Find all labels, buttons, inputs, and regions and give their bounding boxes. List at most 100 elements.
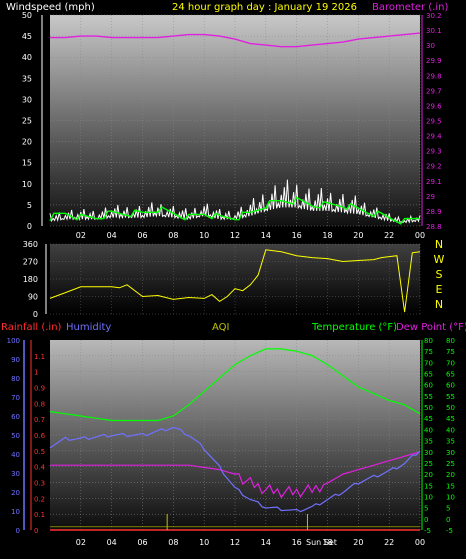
y-tick-label: 0: [27, 222, 32, 231]
x-tick-label: 02: [76, 538, 86, 547]
temp-tick-label: 35: [424, 438, 433, 446]
y2-tick-label: 29.1: [426, 178, 442, 186]
temp-panel-bg: [50, 340, 420, 530]
y2-tick-label: 29.7: [426, 87, 442, 95]
x-tick-label: 12: [230, 538, 240, 547]
temp-tick-label: 55: [424, 393, 433, 401]
rain-tick-label: 0.6: [34, 432, 46, 440]
y-tick-label: 10: [22, 180, 32, 189]
rain-tick-label: 0.4: [34, 464, 46, 472]
temp-tick-label: 75: [424, 348, 433, 356]
humidity-title: Humidity: [66, 322, 111, 333]
dew-tick-label: 20: [446, 471, 455, 479]
temp-tick-label: 20: [424, 471, 433, 479]
y-tick-label: 360: [23, 240, 38, 249]
y-tick-label: 0: [33, 310, 38, 319]
y2-tick-label: 29: [426, 193, 435, 201]
y-tick-label: 30: [22, 95, 32, 104]
x-tick-label: 20: [353, 538, 363, 547]
compass-label-n: N: [435, 298, 443, 311]
barometer-title: Barometer (.in): [372, 2, 448, 13]
y-tick-label: 50: [22, 11, 32, 20]
wind-panel-lines: [49, 32, 421, 225]
x-tick-label: 06: [137, 231, 147, 240]
y-tick-label: 180: [23, 275, 38, 284]
winddir-panel-bg: [50, 244, 420, 314]
humidity-line: [49, 426, 421, 513]
x-tick-label: 04: [107, 538, 117, 547]
wind-panel-grid: [50, 14, 421, 227]
y2-tick-label: 30.2: [426, 12, 442, 20]
temp-tick-label: 0: [424, 516, 428, 524]
winddir-panel-lines: [49, 249, 421, 313]
compass-label-s: S: [436, 268, 443, 281]
y2-tick-label: 29.8: [426, 72, 442, 80]
y2-tick-label: 29.2: [426, 163, 442, 171]
x-tick-label: 14: [261, 538, 271, 547]
y-tick-label: 45: [22, 32, 32, 41]
y-tick-label: 15: [22, 159, 32, 168]
humidity-tick-label: 30: [11, 470, 20, 478]
humidity-tick-label: 20: [11, 489, 20, 497]
y-tick-label: 25: [22, 117, 32, 126]
x-tick-label: 08: [168, 231, 178, 240]
temp-tick-label: -5: [424, 527, 431, 535]
dew-tick-label: 0: [446, 516, 450, 524]
dew-tick-label: 45: [446, 415, 455, 423]
temp-panel-lines: [49, 348, 421, 531]
y2-tick-label: 29.9: [426, 57, 442, 65]
x-tick-label: 18: [322, 231, 332, 240]
temp-tick-label: 10: [424, 493, 433, 501]
x-tick-label: 14: [261, 231, 271, 240]
dew-tick-label: 60: [446, 382, 455, 390]
y2-tick-label: 29.5: [426, 118, 442, 126]
temp-tick-label: 70: [424, 359, 433, 367]
dew-tick-label: 10: [446, 493, 455, 501]
y-tick-label: 5: [27, 201, 32, 210]
windspeed-avg-line: [49, 196, 420, 225]
rain-tick-label: 0.2: [34, 495, 45, 503]
temp-tick-label: 60: [424, 382, 433, 390]
sunset-label: Sun Set: [306, 538, 337, 547]
x-tick-label: 12: [230, 231, 240, 240]
barometer-line: [50, 32, 421, 48]
dewpoint-line: [50, 451, 421, 499]
x-tick-label: 04: [107, 231, 117, 240]
dew-tick-label: -5: [446, 527, 453, 535]
temp-tick-label: 45: [424, 415, 433, 423]
x-tick-label: 10: [199, 538, 209, 547]
humidity-tick-label: 0: [16, 527, 20, 535]
y-tick-label: 90: [28, 293, 38, 302]
graph-title: 24 hour graph day : January 19 2026: [172, 2, 357, 13]
x-tick-label: 08: [168, 538, 178, 547]
temp-tick-label: 80: [424, 337, 433, 345]
aqi-title: AQI: [212, 322, 230, 333]
dew-tick-label: 75: [446, 348, 455, 356]
compass-label-e: E: [436, 283, 443, 296]
x-tick-label: 16: [292, 538, 302, 547]
rain-tick-label: 0.1: [34, 511, 45, 519]
temp-tick-label: 65: [424, 371, 433, 379]
humidity-tick-label: 70: [11, 394, 20, 402]
humidity-tick-label: 90: [11, 356, 20, 364]
x-tick-label: 22: [384, 538, 394, 547]
rainfall-title: Rainfall (.in): [1, 322, 62, 333]
wind-direction-line: [49, 249, 421, 313]
x-tick-label: 10: [199, 231, 209, 240]
temp-tick-label: 25: [424, 460, 433, 468]
x-tick-label: 18: [322, 538, 332, 547]
dewpoint-title: Dew Point (°F): [396, 322, 466, 333]
y2-tick-label: 29.3: [426, 148, 442, 156]
y2-tick-label: 29.4: [426, 133, 442, 141]
y-tick-label: 35: [22, 74, 32, 83]
humidity-tick-label: 60: [11, 413, 20, 421]
humidity-tick-label: 100: [7, 337, 20, 345]
temp-tick-label: 5: [424, 505, 428, 513]
y2-tick-label: 28.9: [426, 208, 442, 216]
rain-tick-label: 0.9: [34, 385, 45, 393]
wind-panel-axes: 0 5 10 15 20 25 30 35 40 45 50 28.8 28.9 29 29.1 29.2 29…: [22, 11, 442, 240]
x-tick-label: 02: [76, 231, 86, 240]
x-tick-label: 06: [137, 538, 147, 547]
rain-tick-label: 0.8: [34, 400, 45, 408]
